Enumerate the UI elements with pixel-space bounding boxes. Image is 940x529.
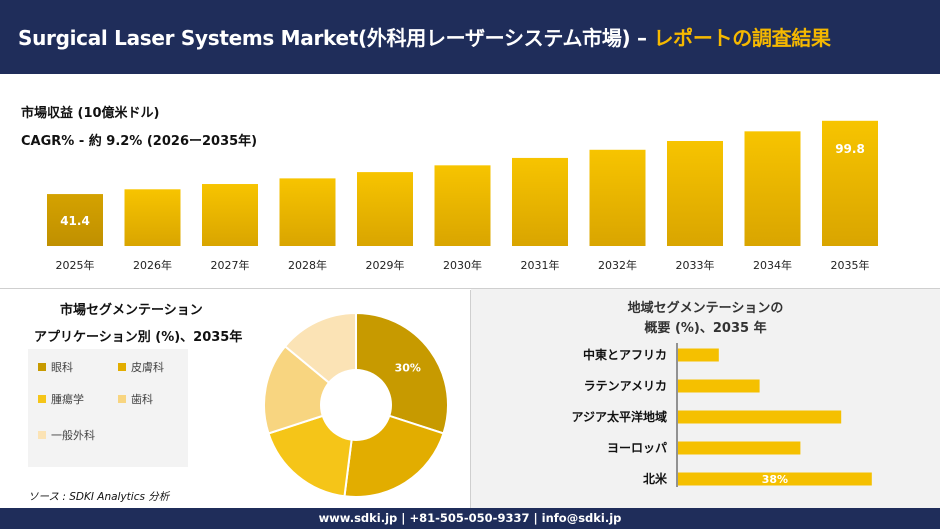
region-bar (678, 472, 872, 486)
year-tick-label: 2033年 (676, 258, 715, 272)
region-category-label: 中東とアフリカ (583, 347, 667, 362)
revenue-bar (357, 172, 413, 246)
year-tick-label: 2026年 (133, 258, 172, 272)
revenue-label: 市場収益 (10億米ドル) (21, 106, 160, 121)
legend-label: 一般外科 (51, 429, 95, 442)
year-tick-label: 2032年 (598, 258, 637, 272)
revenue-chart-panel: 市場収益 (10億米ドル) CAGR% - 約 9.2% (2026ー2035年… (0, 74, 940, 288)
revenue-data-label: 41.4 (60, 214, 90, 228)
legend-swatch (38, 431, 46, 439)
revenue-data-label: 99.8 (835, 142, 865, 156)
title-main: Surgical Laser Systems Market(外科用レーザーシステ… (18, 26, 647, 50)
revenue-bar (589, 149, 646, 246)
region-bar (678, 348, 719, 362)
revenue-bar (822, 120, 878, 246)
legend-item: 皮膚科 (118, 359, 164, 375)
legend-item: 一般外科 (38, 427, 95, 443)
revenue-bar (667, 140, 723, 246)
legend-item: 歯科 (118, 391, 153, 407)
header-banner: Surgical Laser Systems Market(外科用レーザーシステ… (0, 0, 940, 74)
revenue-bar (512, 157, 568, 246)
pie-data-label: 30% (395, 361, 421, 374)
pie-legend: 眼科 皮膚科腫瘍学 歯科一般外科 (28, 349, 188, 467)
legend-swatch (118, 395, 126, 403)
year-tick-label: 2025年 (56, 258, 95, 272)
revenue-bar (47, 194, 103, 246)
year-tick-label: 2034年 (753, 258, 792, 272)
legend-label: 歯科 (131, 393, 153, 406)
region-category-label: ラテンアメリカ (584, 379, 667, 393)
donut-hole (320, 369, 392, 441)
region-category-label: ヨーロッパ (607, 441, 667, 455)
title-accent: レポートの調査結果 (653, 26, 831, 50)
legend-swatch (38, 395, 46, 403)
region-title-line1: 地域セグメンテーションの (627, 301, 784, 316)
region-segmentation-panel: 地域セグメンテーションの 概要 (%)、2035 年 中東とアフリカ ラテンアメリ… (471, 289, 940, 508)
source-note: ソース : SDKI Analytics 分析 (28, 491, 170, 503)
segmentation-title-line1: 市場セグメンテーション (60, 303, 203, 318)
revenue-bar (279, 178, 336, 246)
application-pie-chart: 30% (263, 311, 449, 498)
year-tick-label: 2029年 (366, 258, 405, 272)
revenue-bar (744, 131, 801, 246)
year-tick-label: 2030年 (443, 258, 482, 272)
revenue-bar (434, 165, 491, 246)
legend-label: 腫瘍学 (51, 393, 84, 406)
legend-swatch (118, 363, 126, 371)
region-bar (678, 441, 801, 455)
region-data-label: 38% (762, 473, 788, 486)
segmentation-title-line2: アプリケーション別 (%)、2035年 (34, 330, 243, 345)
region-bar (678, 379, 760, 393)
year-tick-label: 2028年 (288, 258, 327, 272)
vertical-divider (470, 290, 471, 508)
year-tick-label: 2035年 (831, 258, 870, 272)
year-tick-label: 2027年 (211, 258, 250, 272)
region-category-label: 北米 (643, 471, 668, 486)
revenue-bar-chart: 2025年 41.4 2026年 2027年 2028年 2029年 2030年 2031年 2… (47, 120, 878, 272)
revenue-bar (124, 189, 181, 246)
horizontal-divider (0, 288, 940, 289)
region-title-line2: 概要 (%)、2035 年 (644, 321, 767, 336)
page-title: Surgical Laser Systems Market(外科用レーザーシステ… (18, 22, 831, 51)
legend-label: 皮膚科 (131, 361, 164, 374)
legend-item: 眼科 (38, 359, 73, 375)
legend-label: 眼科 (51, 361, 73, 374)
year-tick-label: 2031年 (521, 258, 560, 272)
region-category-label: アジア太平洋地域 (571, 409, 667, 424)
revenue-bar (202, 184, 258, 246)
application-segmentation-panel: 市場セグメンテーション アプリケーション別 (%)、2035年 眼科 皮膚科腫瘍学… (0, 289, 470, 508)
legend-swatch (38, 363, 46, 371)
cagr-label: CAGR% - 約 9.2% (2026ー2035年) (21, 134, 258, 149)
footer-contact: www.sdki.jp | +81-505-050-9337 | info@sd… (0, 508, 940, 529)
legend-item: 腫瘍学 (38, 391, 84, 407)
region-bar (678, 410, 842, 424)
